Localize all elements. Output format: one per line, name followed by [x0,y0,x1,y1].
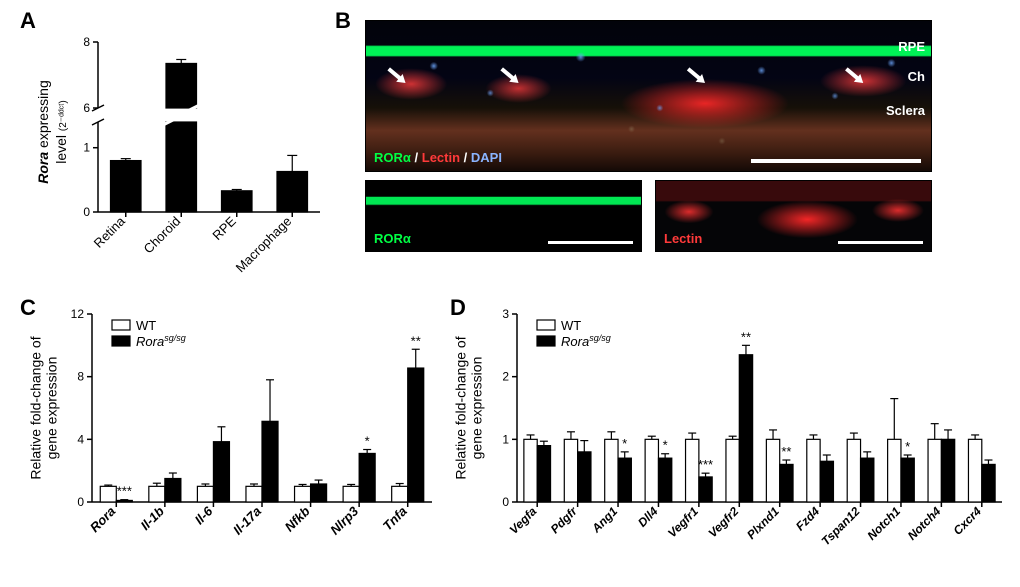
svg-text:Vegfr2: Vegfr2 [705,504,741,540]
svg-text:Dll4: Dll4 [635,504,661,530]
panel-b-label-rpe: RPE [898,39,925,54]
svg-text:Il-6: Il-6 [192,503,216,527]
panel-label-b: B [335,8,351,34]
svg-text:Rorasg/sg: Rorasg/sg [561,333,611,349]
svg-text:12: 12 [71,307,85,321]
svg-text:Fzd4: Fzd4 [793,504,822,533]
svg-text:1: 1 [83,141,90,155]
svg-text:*: * [905,439,910,454]
svg-text:8: 8 [77,370,84,384]
panel-b-ror-image: RORα [365,180,642,252]
svg-text:RPE: RPE [209,213,239,243]
panel-b-lectin-image: Lectin [655,180,932,252]
svg-text:Rora expressing: Rora expressing [35,80,51,184]
svg-text:*: * [663,438,668,453]
panel-b-stain-dapi: DAPI [471,150,502,165]
svg-text:8: 8 [83,35,90,49]
panel-b-sub-ror-label: RORα [374,231,411,246]
panel-b-label-ch: Ch [908,69,925,84]
svg-text:Vegfa: Vegfa [507,504,540,537]
svg-text:Cxcr4: Cxcr4 [950,504,984,538]
svg-text:***: *** [117,484,132,499]
svg-text:***: *** [698,457,713,472]
svg-text:2: 2 [502,370,509,384]
panel-b-scalebar-subL [548,241,633,244]
panel-b-sub-lectin-label: Lectin [664,231,702,246]
panel-b-scalebar-top [751,159,921,163]
svg-text:Notch4: Notch4 [905,504,944,543]
svg-text:Il-17a: Il-17a [230,504,264,538]
svg-text:Il-1b: Il-1b [137,503,167,533]
svg-text:Retina: Retina [91,213,129,251]
svg-text:Nlrp3: Nlrp3 [327,503,362,538]
svg-text:Plxnd1: Plxnd1 [744,504,782,542]
svg-text:WT: WT [136,318,156,333]
svg-text:Tspan12: Tspan12 [819,504,863,548]
svg-text:0: 0 [77,495,84,509]
svg-text:**: ** [781,444,791,459]
svg-text:WT: WT [561,318,581,333]
svg-text:**: ** [741,329,751,344]
svg-text:Relative fold-change ofgene ex: Relative fold-change ofgene expression [30,336,59,479]
svg-text:Notch1: Notch1 [864,504,903,543]
panel-c-chart: 0 4 8 12 Relative fold-change ofgene express… [30,300,440,580]
panel-b-scalebar-subR [838,241,923,244]
panel-a-chart: 0 1 6 8 Rora expressinglevel (2⁻ᵈᵈᶜᵗ) Retina C… [30,12,330,282]
svg-text:Rorasg/sg: Rorasg/sg [136,333,186,349]
svg-text:**: ** [411,333,421,348]
svg-text:3: 3 [502,307,509,321]
svg-text:Macrophage: Macrophage [233,214,295,276]
svg-text:Rora: Rora [87,504,119,536]
svg-text:Pdgfr: Pdgfr [548,503,581,536]
svg-text:Nfkb: Nfkb [282,503,313,534]
svg-text:*: * [622,436,627,451]
svg-text:Ang1: Ang1 [588,504,620,536]
svg-text:0: 0 [502,495,509,509]
svg-text:6: 6 [83,101,90,115]
panel-b-stain-lectin: Lectin [422,150,460,165]
svg-text:Relative fold-change ofgene ex: Relative fold-change ofgene expression [455,336,484,479]
svg-text:Vegfr1: Vegfr1 [665,504,701,540]
svg-text:4: 4 [77,432,84,446]
svg-text:Tnfa: Tnfa [380,504,410,534]
svg-text:level (2⁻ᵈᵈᶜᵗ): level (2⁻ᵈᵈᶜᵗ) [53,100,69,163]
panel-d-chart: 0 1 2 3 Relative fold-change ofgene expressi… [455,300,1010,580]
svg-text:Choroid: Choroid [141,214,184,257]
panel-b-label-sclera: Sclera [886,103,925,118]
svg-text:1: 1 [502,432,509,446]
svg-text:*: * [365,434,370,449]
svg-text:0: 0 [83,205,90,219]
panel-b-stain-ror: RORα [374,150,411,165]
panel-b-composite-image: RPE Ch Sclera RORα / Lectin / DAPI [365,20,932,172]
